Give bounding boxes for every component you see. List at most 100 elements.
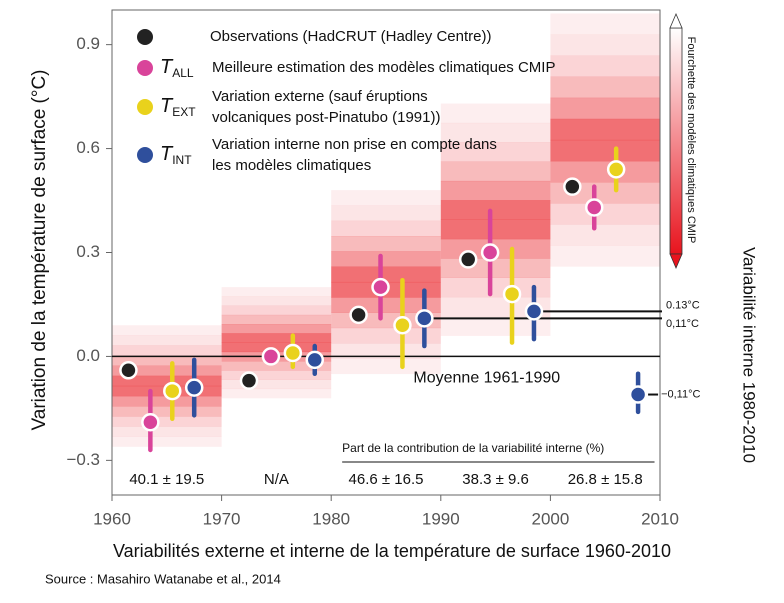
colorbar-top	[669, 12, 683, 29]
model-range-stripe	[331, 358, 441, 375]
legend-label: Meilleure estimation des modèles climati…	[212, 59, 555, 76]
model-range-stripe	[550, 139, 660, 162]
model-range-stripe	[221, 287, 332, 297]
legend-symbol-sub: ALL	[172, 66, 194, 80]
legend-marker	[137, 60, 153, 76]
model-range-stripe	[550, 245, 660, 267]
model-range	[221, 287, 332, 399]
model-range-stripe	[550, 203, 660, 225]
legend-marker	[137, 99, 153, 115]
model-range-stripe	[440, 142, 551, 162]
legend-symbol: TINT	[160, 143, 192, 167]
model-range-stripe	[112, 325, 222, 336]
point	[584, 198, 604, 217]
legend-symbol: TEXT	[160, 95, 196, 119]
y-tick-label: 0.3	[76, 242, 100, 261]
legend-line: Variation interne non prise en compte da…	[212, 136, 497, 153]
model-range-stripe	[112, 426, 222, 437]
model-range-stripe	[440, 103, 551, 124]
legend-line: volcaniques post-Pinatubo (1991))	[212, 109, 440, 126]
level-label: 0.13°C	[666, 299, 700, 311]
colorbar-bottom	[669, 253, 683, 270]
model-range-stripe	[112, 406, 222, 417]
contribution-title: Part de la contribution de la variabilit…	[342, 441, 604, 455]
x-tick-label: 2010	[641, 509, 679, 528]
source: Source : Masahiro Watanabe et al., 2014	[45, 571, 281, 586]
contribution-label: 40.1 ± 19.5	[129, 471, 204, 488]
internal-title: Variabilité interne 1980-2010	[740, 247, 759, 463]
model-range-stripe	[221, 342, 332, 353]
model-range-stripe	[112, 365, 222, 377]
point	[349, 305, 368, 325]
model-range-stripe	[550, 13, 660, 35]
point	[305, 350, 325, 370]
point	[524, 302, 544, 321]
point	[119, 361, 138, 380]
model-range-stripe	[331, 266, 441, 283]
legend-symbol-sub: EXT	[172, 105, 196, 119]
point	[184, 378, 204, 397]
legend-symbol: TALL	[160, 56, 194, 80]
model-range-stripe	[440, 122, 551, 143]
legend-symbol-sub: INT	[172, 153, 192, 167]
legend-line: les modèles climatiques	[212, 157, 371, 174]
point	[371, 277, 390, 297]
model-range-stripe	[550, 160, 660, 183]
model-range-stripe	[221, 388, 332, 399]
model-range-stripe	[112, 395, 222, 407]
x-tick-label: 1960	[93, 509, 131, 528]
legend-line: Variation externe (sauf éruptions	[212, 88, 428, 105]
point	[606, 160, 626, 179]
legend-label: Variation interne non prise en compte da…	[212, 136, 497, 174]
model-range-stripe	[112, 345, 222, 356]
model-range-stripe	[331, 236, 441, 252]
model-range	[331, 190, 441, 375]
model-range-stripe	[221, 370, 332, 380]
y-tick-label: −0.3	[66, 450, 100, 469]
point	[261, 347, 281, 366]
x-tick-label: 1980	[312, 509, 350, 528]
x-tick-label: 1990	[422, 509, 460, 528]
contribution-label: 38.3 ± 9.6	[462, 471, 529, 488]
point	[141, 413, 160, 432]
model-range-stripe	[221, 361, 332, 371]
model-range-stripe	[440, 180, 551, 201]
y-tick-label: 0.0	[76, 346, 100, 365]
model-range-stripe	[221, 314, 332, 325]
point	[563, 177, 582, 196]
model-range-stripe	[440, 296, 551, 317]
point	[502, 284, 522, 304]
model-range-stripe	[331, 251, 441, 267]
model-range-stripe	[550, 97, 660, 120]
x-tick-label: 2000	[531, 509, 569, 528]
model-range-stripe	[331, 190, 441, 206]
point	[283, 343, 303, 363]
point	[163, 381, 182, 401]
model-range-stripe	[331, 220, 441, 237]
model-range-stripe	[440, 219, 551, 240]
colorbar	[669, 27, 683, 255]
level-label: 0,11°C	[666, 318, 699, 330]
model-range-stripe	[112, 335, 222, 346]
model-range-stripe	[221, 305, 332, 316]
point	[415, 309, 434, 328]
model-range	[550, 13, 660, 267]
legend-symbol-main: T	[160, 56, 174, 78]
model-range-stripe	[112, 416, 222, 427]
model-range-stripe	[440, 161, 551, 182]
point	[458, 250, 478, 269]
model-range-stripe	[221, 324, 332, 334]
point	[239, 371, 259, 390]
internal-label: −0,11°C	[661, 388, 700, 400]
model-range-stripe	[550, 55, 660, 77]
legend-symbol-main: T	[160, 143, 174, 165]
contribution-label: N/A	[264, 471, 289, 488]
model-range-stripe	[440, 277, 551, 298]
model-range	[440, 103, 551, 336]
point	[393, 316, 412, 335]
point	[628, 385, 648, 404]
contribution-label: 26.8 ± 15.8	[568, 471, 643, 488]
model-range-stripe	[550, 224, 660, 246]
model-range-stripe	[112, 375, 222, 387]
